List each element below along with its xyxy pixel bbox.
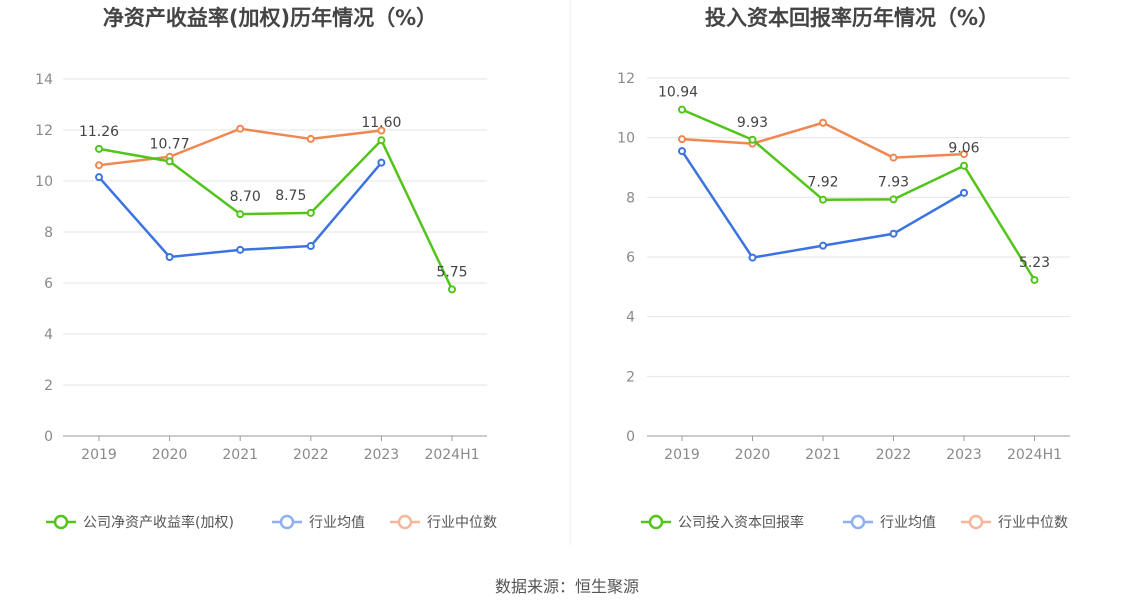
data-label: 11.60	[361, 115, 401, 131]
data-source-note: 数据来源：恒生聚源	[495, 577, 639, 596]
y-tick-label: 10	[617, 131, 635, 147]
x-tick-label: 2022	[876, 447, 912, 463]
legend-label: 行业中位数	[427, 515, 497, 531]
data-point	[236, 210, 245, 219]
data-point	[889, 195, 898, 204]
data-point	[889, 229, 898, 238]
data-point	[165, 157, 174, 166]
data-point	[306, 242, 315, 251]
y-tick-label: 8	[44, 225, 53, 241]
data-label: 11.26	[79, 124, 119, 140]
x-tick-label: 2023	[946, 447, 982, 463]
data-point	[306, 134, 315, 143]
y-tick-label: 0	[626, 429, 635, 445]
chart-panel-2: 投入资本回报率历年情况（%） 0 2 4 6 8 10 12 2019 2020 2021 2022 2…	[617, 6, 1070, 531]
data-point	[1030, 275, 1039, 284]
y-tick-label: 10	[35, 174, 53, 190]
legend-swatch-marker	[53, 514, 69, 530]
legend-swatch-marker	[648, 514, 664, 530]
y-tick-label: 8	[626, 190, 635, 206]
data-point	[377, 126, 386, 135]
legend-item-2[interactable]: 行业均值	[272, 514, 365, 531]
y-tick-label: 6	[626, 250, 635, 266]
legend-item-1[interactable]: 公司投入资本回报率	[641, 514, 804, 531]
data-point	[678, 147, 686, 156]
data-point	[819, 195, 827, 204]
y-tick-label: 2	[44, 378, 53, 394]
y-tick-label: 12	[617, 71, 635, 87]
legend-label: 行业中位数	[998, 515, 1068, 531]
data-point	[889, 153, 898, 162]
series-line-2	[98, 161, 383, 259]
x-tick-label: 2023	[364, 447, 400, 463]
data-point	[960, 188, 968, 197]
data-label: 10.77	[150, 136, 190, 152]
data-point	[236, 245, 245, 254]
legend-label: 行业均值	[880, 515, 936, 531]
legend-label: 行业均值	[309, 515, 365, 531]
chart-panel-1: 净资产收益率(加权)历年情况（%） 0 2 4 6 8 10 12 14 2019 2020 2021…	[35, 6, 497, 531]
y-tick-label: 6	[44, 276, 53, 292]
data-label: 5.23	[1019, 255, 1050, 271]
data-point	[678, 135, 686, 144]
data-point	[95, 161, 103, 170]
y-tick-label: 2	[626, 369, 635, 385]
legend-item-3[interactable]: 行业中位数	[390, 514, 497, 531]
legend-swatch-marker	[850, 514, 866, 530]
series-line-1	[681, 108, 1036, 281]
x-tick-label: 2021	[222, 447, 258, 463]
y-tick-label: 4	[626, 310, 635, 326]
data-label: 8.70	[230, 189, 261, 205]
legend-swatch-marker	[279, 514, 295, 530]
data-point	[678, 105, 686, 114]
y-tick-label: 12	[35, 123, 53, 139]
data-label: 8.75	[275, 188, 306, 204]
data-point	[819, 118, 827, 127]
y-tick-label: 14	[35, 72, 53, 88]
data-label: 9.93	[737, 115, 768, 131]
legend-swatch-marker	[397, 514, 413, 530]
x-tick-label: 2020	[152, 447, 188, 463]
data-point	[960, 161, 968, 170]
series-line-3	[98, 127, 382, 167]
data-label: 7.92	[807, 175, 838, 191]
x-tick-label: 2022	[293, 447, 329, 463]
x-tick-label: 2019	[81, 447, 117, 463]
data-point	[748, 253, 757, 262]
x-tick-label: 2020	[735, 447, 771, 463]
data-point	[377, 136, 386, 145]
data-point	[377, 158, 386, 167]
x-tick-label: 2024H1	[424, 447, 479, 463]
data-point	[960, 150, 968, 159]
x-tick-label: 2021	[805, 447, 841, 463]
data-point	[236, 124, 245, 133]
y-tick-label: 4	[44, 327, 53, 343]
chart-title: 投入资本回报率历年情况（%）	[705, 6, 999, 30]
legend-swatch-marker	[968, 514, 984, 530]
data-label: 9.06	[948, 141, 979, 157]
legend-item-2[interactable]: 行业均值	[843, 514, 936, 531]
data-point	[306, 208, 315, 217]
data-label: 10.94	[658, 85, 698, 101]
data-label: 7.93	[878, 174, 909, 190]
series-line-2	[680, 150, 965, 259]
legend-label: 公司投入资本回报率	[678, 514, 804, 531]
data-point	[819, 241, 827, 250]
data-point	[95, 173, 103, 182]
x-tick-label: 2019	[664, 447, 700, 463]
data-point	[95, 144, 103, 153]
data-label: 5.75	[436, 264, 467, 280]
legend-item-3[interactable]: 行业中位数	[961, 514, 1068, 531]
x-tick-label: 2024H1	[1007, 447, 1062, 463]
y-tick-label: 0	[44, 429, 53, 445]
legend-item-1[interactable]: 公司净资产收益率(加权)	[46, 514, 234, 531]
legend-label: 公司净资产收益率(加权)	[83, 514, 234, 531]
series-line-1	[98, 138, 454, 290]
data-point	[748, 135, 757, 144]
data-point	[448, 285, 456, 294]
chart-title: 净资产收益率(加权)历年情况（%）	[103, 6, 437, 30]
data-point	[165, 252, 174, 261]
